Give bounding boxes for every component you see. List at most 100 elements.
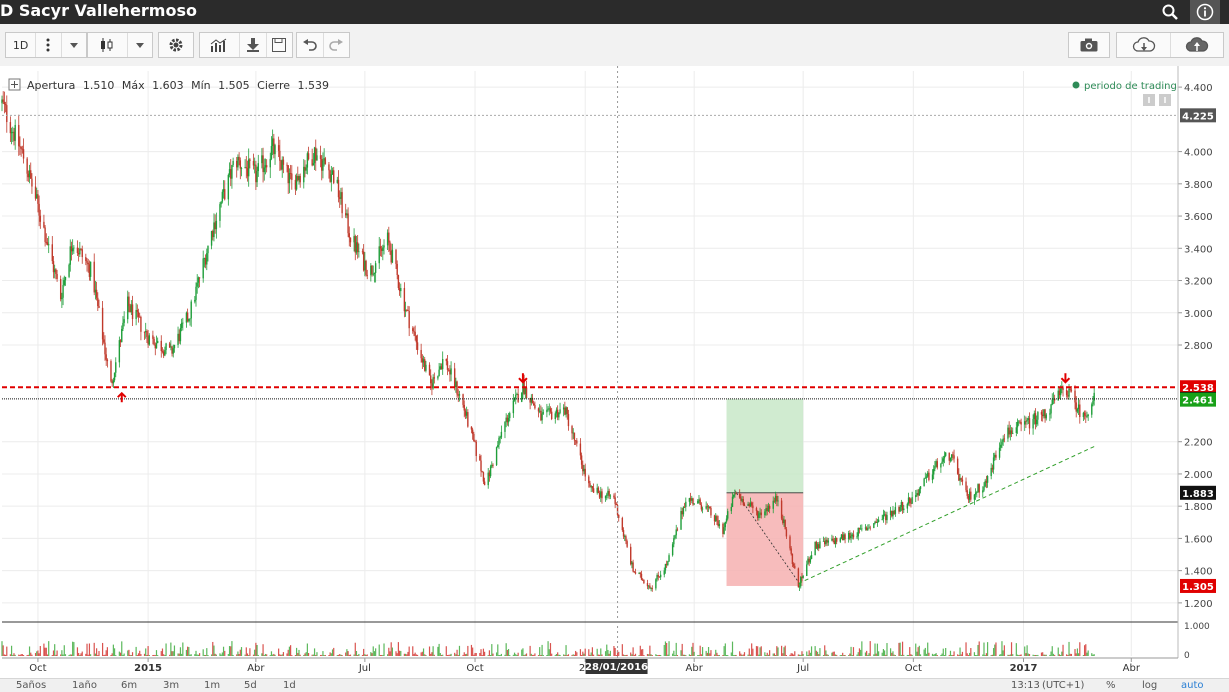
volume-bar xyxy=(784,645,786,656)
volume-bar xyxy=(734,654,736,656)
candle-body xyxy=(541,413,543,421)
candle-body xyxy=(249,159,251,161)
candle-body xyxy=(362,251,365,271)
volume-bar xyxy=(876,643,879,656)
chevron-down-icon[interactable] xyxy=(62,33,86,57)
info-button[interactable] xyxy=(1190,0,1220,24)
volume-bar xyxy=(1082,654,1084,656)
volume-bar xyxy=(588,649,590,656)
volume-bar xyxy=(121,641,123,656)
y-tick-label: 4.400 xyxy=(1184,83,1213,94)
volume-bar xyxy=(621,644,623,656)
candle-body xyxy=(306,153,309,168)
candle-body xyxy=(56,273,58,279)
volume-bar xyxy=(809,652,811,656)
candle-body xyxy=(236,161,238,168)
volume-bar xyxy=(1010,642,1013,656)
candle-body xyxy=(79,248,81,255)
volume-bar xyxy=(1051,646,1053,656)
candle-body xyxy=(228,169,231,175)
volume-bar xyxy=(723,646,725,656)
range-3m-button[interactable]: 3m xyxy=(163,680,180,691)
chevron-down-icon[interactable] xyxy=(128,33,152,57)
candle-body xyxy=(967,495,970,500)
candlestick-icon[interactable] xyxy=(88,33,128,57)
candle-body xyxy=(81,249,83,258)
undo-icon[interactable] xyxy=(297,33,324,57)
volume-bar xyxy=(910,654,912,656)
chart-area[interactable]: 4.400 4.000 3.800 3.600 3.400 3.200 3.000 2.800… xyxy=(0,66,1229,682)
indicators-icon[interactable] xyxy=(200,33,241,57)
log-toggle[interactable]: log xyxy=(1142,680,1158,691)
candle-body xyxy=(956,458,959,474)
candle-body xyxy=(580,455,583,465)
range-1m-button[interactable]: 1m xyxy=(204,680,221,691)
volume-bar xyxy=(407,651,409,656)
volume-bar xyxy=(177,653,179,656)
volume-bar xyxy=(85,653,87,656)
volume-bar xyxy=(1058,654,1061,656)
volume-bar xyxy=(915,643,917,656)
price-chart[interactable]: 4.400 4.000 3.800 3.600 3.400 3.200 3.000 2.800… xyxy=(0,66,1229,678)
volume-bar xyxy=(965,642,967,656)
candle-body xyxy=(339,197,341,199)
volume-bar xyxy=(624,655,626,656)
volume-bar xyxy=(970,648,972,656)
time-display: 13:13 xyxy=(1011,680,1040,691)
gear-icon[interactable] xyxy=(159,33,193,57)
candle-body xyxy=(388,232,390,243)
volume-bar xyxy=(935,653,937,656)
interval-button[interactable]: 1D xyxy=(6,33,37,57)
more-vertical-icon[interactable] xyxy=(36,33,62,57)
volume-bar xyxy=(515,654,517,656)
cloud-download-icon[interactable] xyxy=(1117,33,1172,57)
volume-bar xyxy=(319,654,322,656)
volume-bar xyxy=(128,649,130,656)
download-icon[interactable] xyxy=(240,33,267,57)
candle-body xyxy=(279,150,281,161)
volume-bar xyxy=(230,646,232,656)
candle-body xyxy=(785,529,788,537)
volume-bar xyxy=(188,647,190,656)
candle-body xyxy=(412,328,414,332)
auto-toggle[interactable]: auto xyxy=(1181,680,1204,691)
volume-bar xyxy=(509,654,511,656)
candle-body xyxy=(776,495,778,502)
range-5y-button[interactable]: 5años xyxy=(16,680,47,691)
volume-bar xyxy=(143,653,146,656)
volume-bar xyxy=(844,654,846,656)
volume-bar xyxy=(918,645,920,656)
candle-body xyxy=(195,286,197,300)
candle-body xyxy=(780,500,783,519)
x-tick-label: 20 xyxy=(579,663,592,674)
price-label-box xyxy=(1180,380,1216,395)
volume-bar xyxy=(892,651,894,656)
range-1d-button[interactable]: 1d xyxy=(283,680,296,691)
camera-icon[interactable] xyxy=(1069,33,1109,57)
candle-body xyxy=(717,520,719,526)
volume-bar xyxy=(789,654,791,656)
volume-bar xyxy=(831,652,833,656)
range-6m-button[interactable]: 6m xyxy=(121,680,138,691)
search-button[interactable] xyxy=(1155,0,1185,24)
volume-bar xyxy=(673,650,675,656)
percent-toggle[interactable]: % xyxy=(1106,680,1116,691)
arrow-head xyxy=(117,391,127,398)
candle-body xyxy=(843,534,845,540)
save-icon[interactable] xyxy=(267,33,292,57)
volume-bar xyxy=(563,654,565,656)
candle-body xyxy=(868,527,870,529)
volume-bar xyxy=(916,651,918,656)
candle-body xyxy=(650,588,652,589)
range-5d-button[interactable]: 5d xyxy=(244,680,257,691)
candle-body xyxy=(356,242,359,252)
cloud-upload-icon[interactable] xyxy=(1171,33,1223,57)
open-value: 1.510 xyxy=(83,79,115,92)
range-1y-button[interactable]: 1año xyxy=(72,680,97,691)
candle-body xyxy=(733,494,735,497)
volume-bar xyxy=(755,646,758,656)
candle-body xyxy=(273,138,275,155)
redo-icon[interactable] xyxy=(324,33,349,57)
volume-bar xyxy=(202,649,204,656)
candle-body xyxy=(1085,415,1087,417)
